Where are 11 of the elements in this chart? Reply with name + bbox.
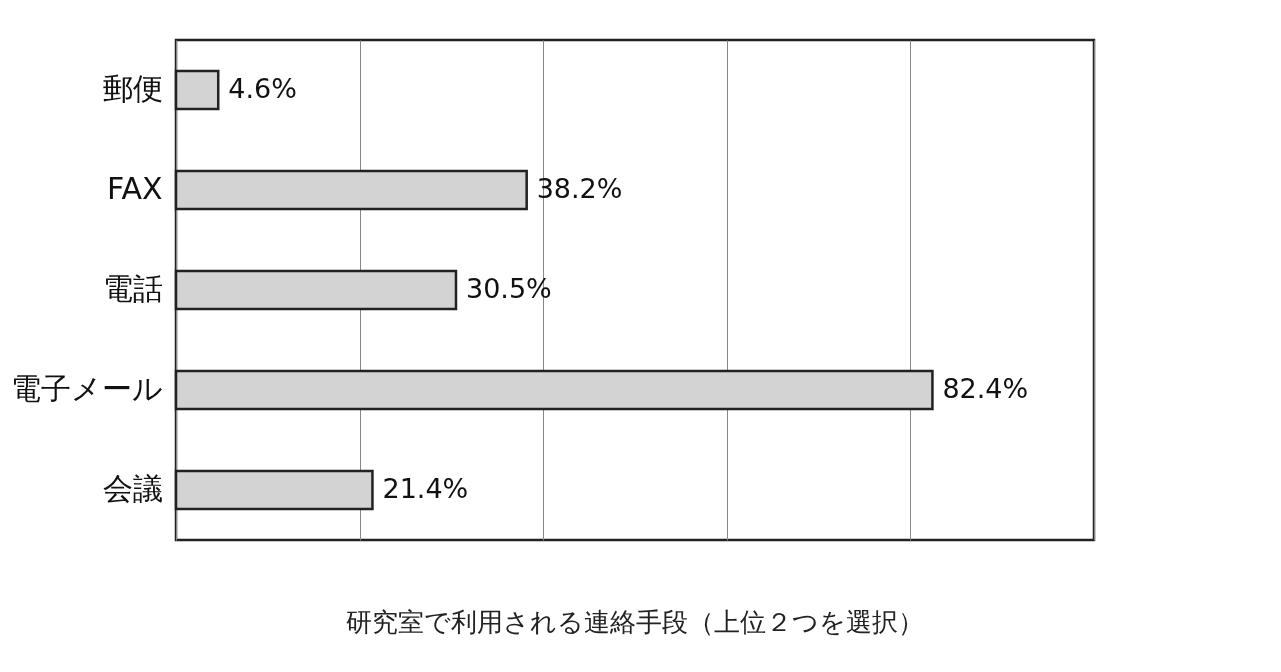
data-label: 21.4% — [382, 473, 469, 504]
data-label: 38.2% — [536, 173, 623, 204]
data-label: 82.4% — [942, 373, 1029, 404]
y-tick-label: 電子メール — [10, 371, 163, 406]
y-tick-label: 郵便 — [102, 71, 163, 106]
data-label: 4.6% — [228, 73, 297, 104]
y-tick-label: FAX — [106, 171, 163, 206]
data-label: 30.5% — [465, 273, 552, 304]
y-tick-label: 電話 — [102, 271, 163, 306]
text: 研究室で利用される連絡手段（上位２つを選択） — [346, 607, 924, 637]
y-tick-label: 会議 — [102, 471, 163, 506]
